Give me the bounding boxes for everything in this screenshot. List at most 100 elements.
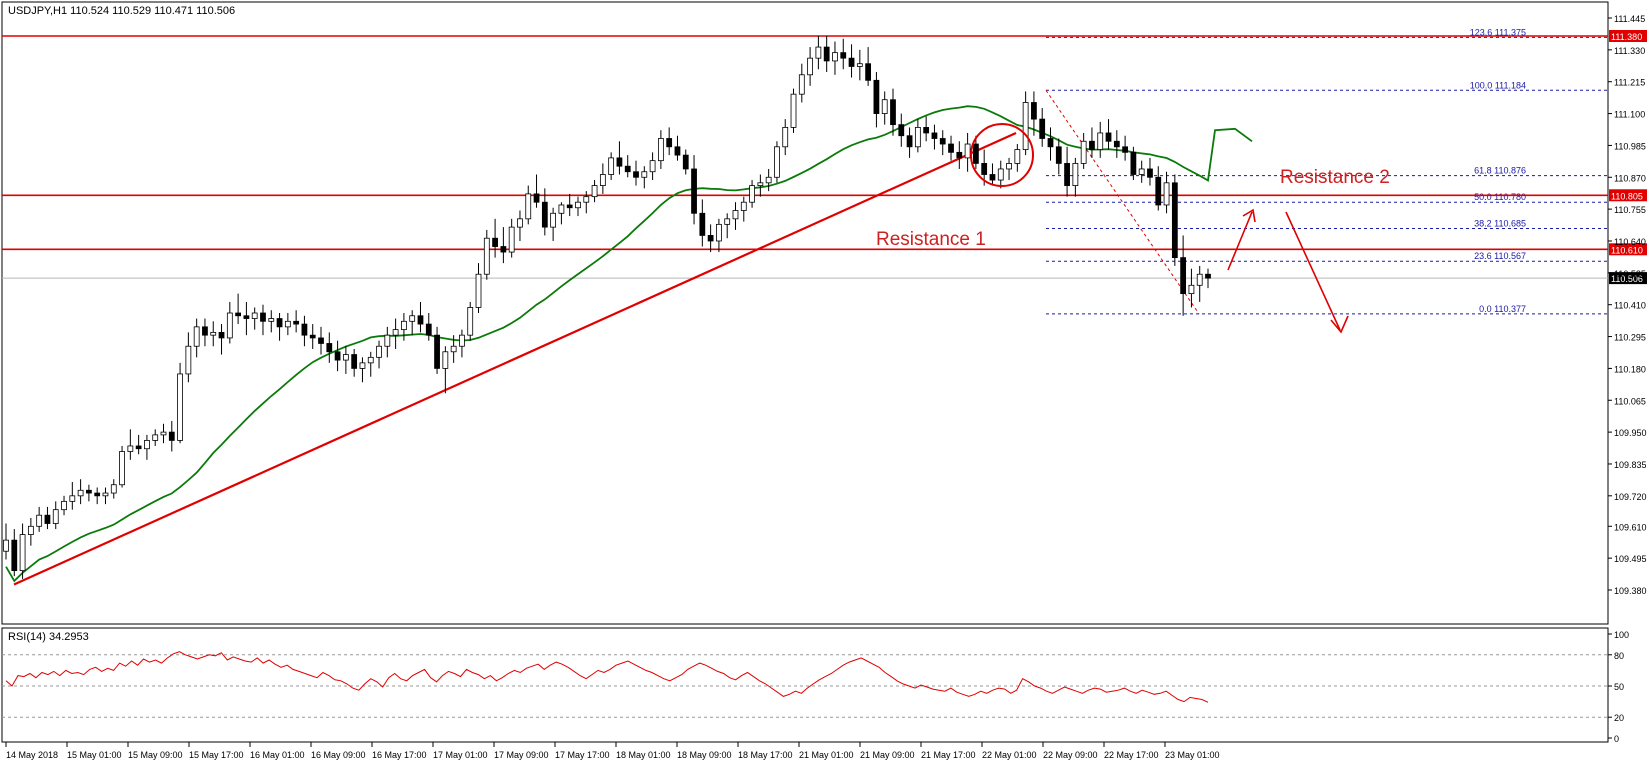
bull-candle-body: [807, 57, 813, 76]
bear-candle-body: [989, 174, 996, 181]
candle: [1180, 235, 1187, 316]
candle: [732, 202, 739, 230]
candle: [749, 180, 755, 208]
candle: [160, 423, 167, 444]
bear-candle-body: [1171, 182, 1178, 259]
candle: [823, 36, 830, 73]
bull-candle-body: [359, 362, 366, 369]
fib-label: 0.0 110.377: [1479, 304, 1526, 314]
candle: [86, 484, 92, 502]
bear-candle-body: [616, 157, 623, 167]
bear-candle-body: [334, 351, 341, 361]
candle: [1055, 138, 1062, 175]
bull-candle-body: [251, 312, 258, 319]
fibonacci-retracement: 123.6 111.375 100.0 111.184 61.8 110.876 50…: [1045, 27, 1608, 315]
candle: [923, 116, 930, 142]
bull-candle-body: [1188, 284, 1195, 295]
candle: [1022, 91, 1029, 156]
candle: [1205, 268, 1211, 289]
candle: [533, 174, 540, 208]
candle: [973, 135, 979, 169]
price-tick-label: 110.065: [1614, 396, 1646, 406]
bull-candle-body: [964, 143, 971, 159]
bull-candle-body: [442, 351, 449, 369]
candle: [691, 155, 697, 225]
price-tick-label: 111.445: [1614, 14, 1645, 24]
bear-candle-body: [243, 315, 250, 319]
candle: [740, 196, 747, 222]
horizontal-levels: 111.380 110.805 110.610 110.506: [2, 30, 1647, 285]
candle: [110, 479, 117, 499]
candle: [724, 213, 731, 239]
candle: [210, 321, 217, 347]
bull-candle-body: [185, 345, 192, 375]
candle: [102, 487, 109, 505]
rsi-axis: 100 80 50 20 0: [1608, 630, 1629, 744]
time-tick-label: 18 May 09:00: [677, 750, 732, 760]
candle: [682, 149, 689, 175]
bear-candle-body: [500, 246, 507, 253]
bull-candle-body: [119, 451, 125, 486]
candle: [409, 310, 416, 336]
candle: [177, 362, 183, 444]
candle: [807, 47, 813, 86]
bear-candle-body: [624, 165, 631, 173]
candle: [119, 445, 125, 488]
bear-candle-body: [1147, 168, 1153, 178]
bull-candle-body: [749, 185, 755, 203]
bull-candle-body: [409, 315, 416, 322]
up-arrow-head: [1242, 208, 1256, 223]
candle: [856, 49, 863, 81]
candle: [1163, 171, 1170, 214]
down-arrow-shaft: [1285, 211, 1341, 331]
fib-label: 23.6 110.567: [1474, 251, 1526, 261]
candle: [251, 307, 258, 330]
candle: [997, 160, 1004, 189]
bull-candle-body: [144, 440, 150, 450]
price-tick-label: 110.640: [1614, 237, 1646, 247]
candle: [624, 155, 631, 178]
bull-candle-body: [284, 320, 291, 328]
candle: [19, 523, 26, 579]
bear-candle-body: [699, 212, 706, 236]
candle: [641, 166, 648, 189]
bear-candle-body: [823, 46, 830, 62]
bull-candle-body: [1072, 163, 1079, 186]
price-axis: 111.445 111.330 111.215 111.100 110.985 110.8…: [1608, 14, 1647, 596]
bear-candle-body: [873, 79, 880, 114]
bull-candle-body: [3, 539, 9, 552]
bull-candle-body: [1097, 132, 1104, 150]
bull-candle-body: [716, 223, 722, 242]
candle: [1122, 135, 1128, 161]
candle: [342, 346, 349, 374]
time-axis: 14 May 2018 15 May 01:00 15 May 09:00 15 Ma…: [5, 742, 1220, 760]
candle: [1147, 157, 1153, 186]
candle: [840, 38, 847, 70]
candle: [558, 202, 565, 225]
bull-candle-body: [1014, 149, 1021, 164]
bull-candle-body: [367, 356, 374, 364]
bear-candle-body: [235, 312, 241, 317]
bull-candle-body: [467, 307, 474, 336]
candle: [144, 434, 150, 460]
level-price-tag-text: 111.380: [1611, 32, 1642, 42]
candle: [27, 517, 34, 546]
candle: [127, 429, 134, 460]
time-tick-label: 15 May 09:00: [128, 750, 183, 760]
candle: [284, 313, 291, 336]
bull-candle-body: [583, 196, 590, 203]
bull-candle-body: [599, 174, 606, 186]
candle: [848, 44, 855, 78]
candle: [657, 130, 664, 169]
time-tick-label: 14 May 2018: [6, 750, 58, 760]
rsi-tick-label: 80: [1614, 651, 1624, 661]
candle: [500, 227, 507, 264]
current-price-tag-text: 110.506: [1611, 274, 1643, 284]
forecast-arrows: [1227, 208, 1349, 334]
bear-candle-body: [202, 326, 208, 336]
candle: [334, 340, 341, 372]
candle: [1072, 157, 1079, 197]
candle: [956, 141, 963, 169]
candle: [890, 88, 896, 136]
